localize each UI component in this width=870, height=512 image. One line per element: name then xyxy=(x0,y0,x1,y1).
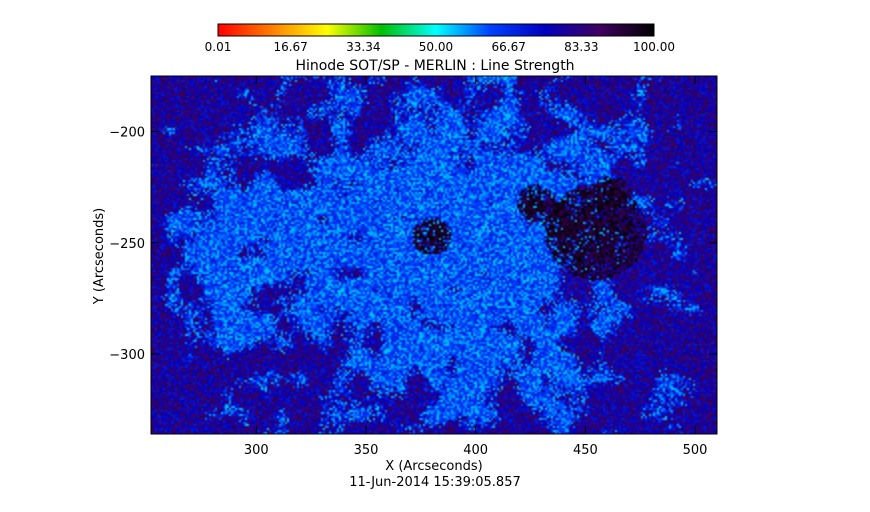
x-tick-label: 400 xyxy=(463,443,488,458)
x-tick-label: 350 xyxy=(354,443,379,458)
x-tick-label: 500 xyxy=(683,443,708,458)
x-axis-label: X (Arcseconds) xyxy=(385,459,482,474)
x-tick-label: 450 xyxy=(573,443,598,458)
y-axis-ticks: −200 −250 −300 xyxy=(109,126,717,363)
colorbar-tick-label: 16.67 xyxy=(273,40,307,54)
colorbar-tick-label: 100.00 xyxy=(633,40,675,54)
colorbar-ticks: 0.01 16.67 33.34 50.00 66.67 83.33 100.00 xyxy=(205,40,675,54)
colorbar-tick-label: 66.67 xyxy=(491,40,525,54)
chart-title: Hinode SOT/SP - MERLIN : Line Strength xyxy=(295,58,574,74)
x-tick-label: 300 xyxy=(244,443,269,458)
y-axis-label: Y (Arcseconds) xyxy=(92,208,107,305)
y-tick-label: −300 xyxy=(109,348,145,363)
colorbar-tick-label: 33.34 xyxy=(346,40,380,54)
plot-frame xyxy=(150,75,718,435)
observation-timestamp: 11-Jun-2014 15:39:05.857 xyxy=(349,475,521,490)
colorbar-tick-label: 83.33 xyxy=(564,40,598,54)
colorbar-tick-label: 50.00 xyxy=(419,40,453,54)
x-axis-ticks: 300 350 400 450 500 xyxy=(244,76,708,458)
y-tick-label: −200 xyxy=(109,126,145,141)
colorbar xyxy=(217,23,655,37)
line-strength-map xyxy=(151,76,717,434)
y-tick-label: −250 xyxy=(109,237,145,252)
colorbar-tick-label: 0.01 xyxy=(205,40,232,54)
